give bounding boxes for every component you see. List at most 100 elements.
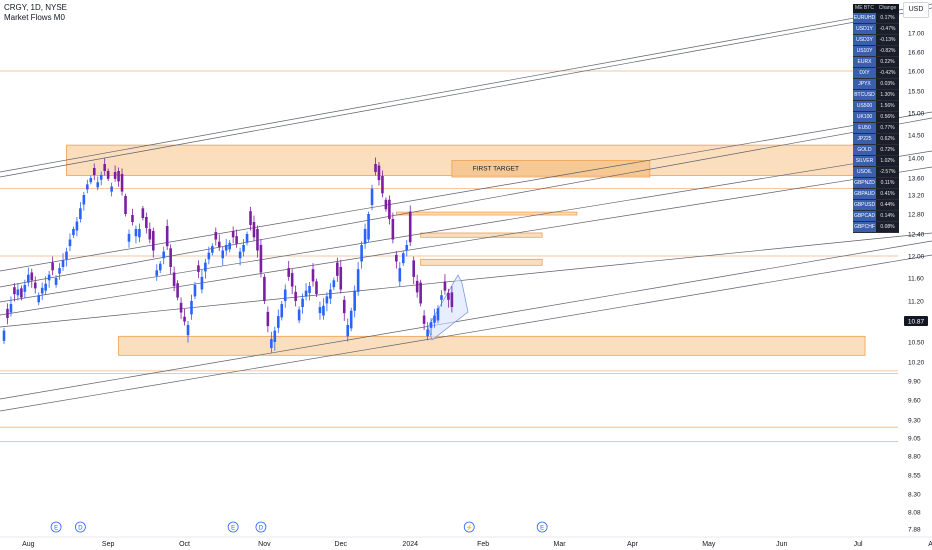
candle-body [179, 302, 183, 313]
ticker-row: UK100 0.56% [853, 112, 899, 123]
earnings-icon-label: E [231, 526, 235, 532]
dividend-icon-label: D [259, 526, 264, 532]
candle-body [145, 217, 148, 228]
ticker-symbol: GOLD [853, 145, 876, 155]
ticker-row: USOIL -2.57% [853, 167, 899, 178]
y-tick-label: 8.30 [908, 492, 921, 499]
candle-body [249, 211, 252, 225]
candle-body [273, 330, 277, 342]
ticker-symbol: USD3Y [853, 35, 876, 45]
x-tick-label: Sep [102, 541, 115, 548]
candle-body [363, 229, 367, 244]
ticker-change: 0.17% [876, 13, 899, 23]
x-tick-label: Mar [553, 541, 566, 548]
ticker-symbol: EURUHD [853, 13, 876, 23]
ticker-row: EURUHD 0.17% [853, 13, 899, 24]
candle-body [450, 292, 454, 308]
candle-body [256, 229, 259, 251]
dividend-icon-label: D [78, 526, 83, 532]
candle-body [2, 330, 6, 341]
candle-body [415, 280, 419, 293]
y-tick-label: 15.00 [908, 111, 925, 118]
candle-body [169, 248, 172, 267]
candle-body [388, 199, 391, 219]
candle-body [412, 260, 415, 277]
candle-body [443, 281, 447, 291]
candle-body [259, 245, 263, 273]
candle-body [103, 164, 106, 171]
x-tick-label: Jul [854, 541, 863, 548]
trendline [0, 3, 932, 173]
candle-body [391, 219, 395, 240]
candle-body [395, 254, 398, 262]
ticker-change: -2.57% [876, 167, 899, 177]
ticker-change: 0.22% [876, 57, 899, 67]
earnings-icon [50, 521, 62, 533]
x-tick-label: Aug [22, 541, 35, 548]
candle-body [228, 242, 231, 250]
candle-body [419, 282, 422, 304]
y-tick-label: 9.90 [908, 379, 921, 386]
ticker-symbol: USOIL [853, 167, 876, 177]
x-tick-label: Apr [627, 541, 639, 548]
candle-body [79, 208, 82, 219]
ticker-change: 0.14% [876, 211, 899, 221]
candle-body [224, 245, 228, 251]
ticker-row: EURX 0.22% [853, 57, 899, 68]
candle-body [276, 316, 280, 328]
candle-body [134, 229, 138, 237]
candle-body [436, 308, 440, 321]
candle-body [211, 246, 214, 253]
y-tick-label: 11.60 [908, 276, 924, 283]
candle-body [120, 174, 124, 192]
candle-body [37, 295, 41, 303]
candle-body [110, 186, 113, 192]
ticker-symbol: US500 [853, 101, 876, 111]
ticker-change: 0.08% [876, 222, 899, 232]
candle-body [40, 287, 44, 294]
ticker-row: GBPCHF 0.08% [853, 222, 899, 233]
ticker-row: JP225 0.62% [853, 134, 899, 145]
ticker-row: GBPUSD 0.44% [853, 200, 899, 211]
x-tick-label: Oct [179, 541, 190, 548]
earnings-icon-label: E [540, 526, 544, 532]
candle-body [280, 304, 284, 318]
candle-body [401, 253, 405, 264]
ticker-symbol: SILVER [853, 156, 876, 166]
candle-body [349, 310, 353, 329]
candle-body [311, 269, 315, 282]
candle-body [155, 270, 159, 276]
candle-body [200, 276, 204, 290]
candle-body [96, 182, 100, 188]
candle-body [367, 214, 370, 240]
trendline [0, 7, 932, 178]
price-zone [118, 335, 866, 356]
candle-body [221, 250, 225, 259]
candle-body [186, 324, 190, 336]
candle-body [207, 252, 211, 260]
x-tick-label: Feb [477, 541, 489, 548]
candle-body [374, 164, 377, 172]
ticker-change: 1.30% [876, 90, 899, 100]
candle-body [86, 184, 89, 190]
candle-body [356, 269, 360, 292]
candle-body [242, 245, 245, 252]
ticker-change: -0.13% [876, 35, 899, 45]
candle-body [172, 272, 176, 287]
y-tick-label: 10.50 [908, 340, 925, 347]
last-price-label: 10.87 [908, 319, 925, 326]
ticker-row: EU50 0.77% [853, 123, 899, 134]
ticker-change: -0.42% [876, 68, 899, 78]
candle-body [235, 236, 238, 244]
ticker-change: 0.56% [876, 112, 899, 122]
x-tick-label: Dec [335, 541, 348, 548]
currency-button[interactable]: USD [903, 2, 929, 18]
indicator-title: Market Flows M0 [4, 13, 65, 22]
candle-body [20, 288, 23, 298]
candle-body [6, 308, 9, 318]
candle-body [106, 171, 110, 179]
candle-body [82, 195, 86, 205]
ticker-change: 1.56% [876, 101, 899, 111]
